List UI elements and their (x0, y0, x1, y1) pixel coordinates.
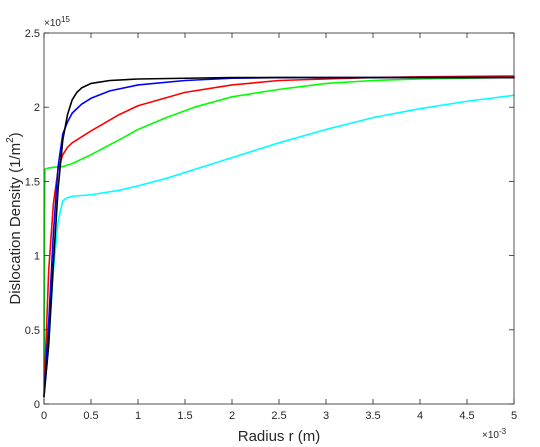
y-tick-label: 0 (34, 399, 40, 411)
y-axis-exponent-power: 15 (61, 15, 70, 24)
y-axis-title-close: ) (7, 132, 24, 137)
x-axis-exponent-base: ×10 (482, 430, 499, 441)
x-tick-label: 1.5 (177, 410, 192, 422)
y-tick-label: 1.5 (25, 176, 40, 188)
x-tick-label: 4 (417, 410, 423, 422)
series-line-1 (43, 94, 515, 398)
series-line-2 (43, 76, 515, 398)
x-tick-label: 3.5 (365, 410, 380, 422)
y-axis-exponent: ×1015 (44, 15, 70, 30)
y-tick-label: 0.5 (25, 325, 40, 337)
ticks-layer: 0 0.5 1 1.5 2 2.5 3 3.5 4 4.5 5 0 0.5 1 1.5 2 2.5 (25, 28, 517, 422)
y-axis-title: Dislocation Density (1/m2) (5, 132, 24, 304)
x-tick-label: 2 (229, 410, 235, 422)
x-axis-exponent-power: -3 (499, 427, 507, 436)
y-axis-title-superscript: 2 (5, 137, 16, 143)
y-tick-label: 1 (34, 251, 40, 263)
x-tick-label: 2.5 (271, 410, 286, 422)
x-axis-exponent: ×10-3 (482, 427, 507, 442)
y-axis-exponent-base: ×10 (44, 18, 61, 29)
x-axis-title: Radius r (m) (238, 428, 321, 445)
x-tick-label: 0.5 (83, 410, 98, 422)
plot-area (44, 33, 514, 404)
y-tick-label: 2.5 (25, 28, 40, 40)
y-axis-title-main: Dislocation Density (1/m (7, 143, 24, 305)
series-layer (43, 75, 515, 398)
series-line-5 (43, 76, 515, 398)
x-tick-label: 3 (323, 410, 329, 422)
x-tick-label: 0 (41, 410, 47, 422)
y-tick-label: 2 (34, 102, 40, 114)
x-tick-label: 5 (511, 410, 517, 422)
x-tick-label: 1 (135, 410, 141, 422)
x-tick-label: 4.5 (459, 410, 474, 422)
